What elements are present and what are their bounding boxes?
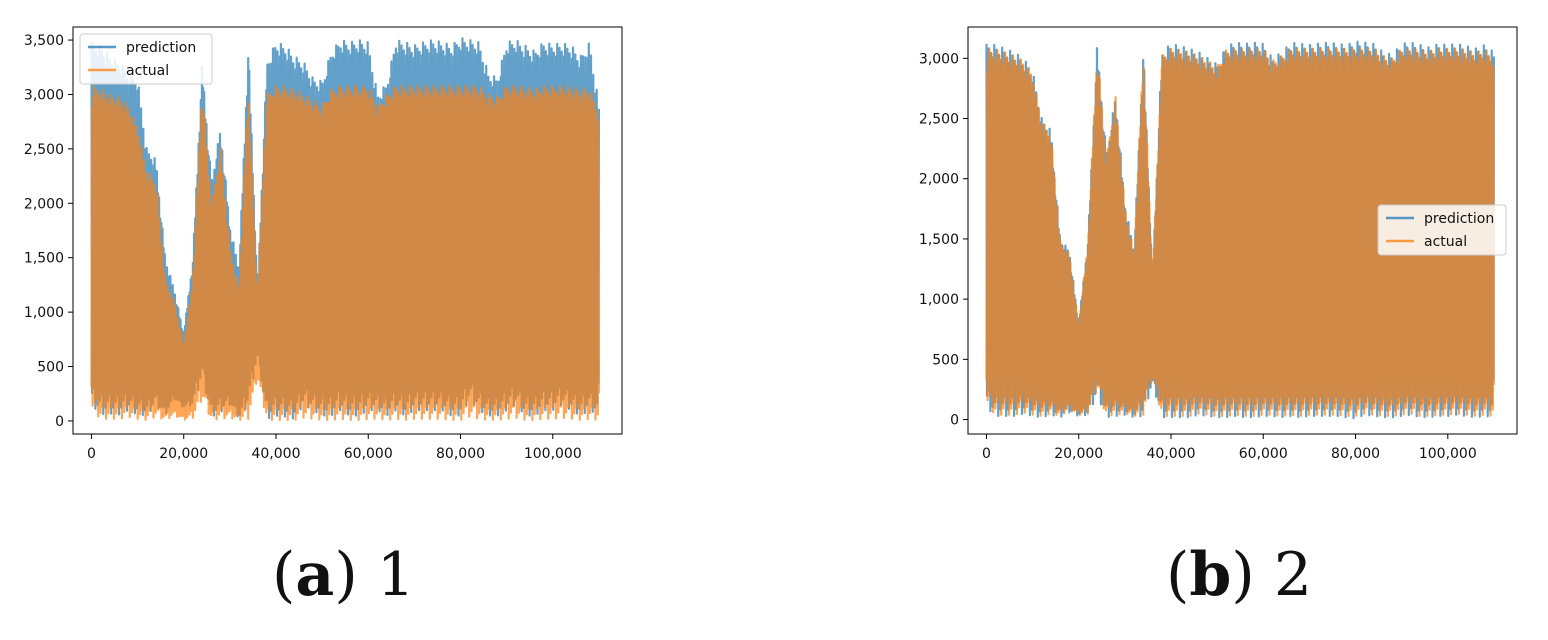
y-tick-label: 2,000: [919, 172, 959, 188]
x-tick-label: 0: [982, 446, 991, 462]
y-tick-label: 3,000: [919, 51, 959, 67]
legend-label-prediction: prediction: [126, 40, 196, 56]
y-tick-label: 0: [55, 414, 64, 430]
x-tick-label: 60,000: [1239, 446, 1288, 462]
legend: prediction actual: [79, 33, 213, 85]
y-tick-label: 1,000: [919, 292, 959, 308]
x-tick-label: 100,000: [524, 446, 582, 462]
plot-frame: [72, 26, 623, 435]
series-line-actual: [90, 84, 601, 421]
plot-frame: [967, 26, 1518, 435]
legend-label-actual: actual: [126, 63, 169, 79]
x-tick-label: 80,000: [1331, 446, 1380, 462]
y-tick-label: 3,500: [24, 33, 64, 49]
legend-label-prediction: prediction: [1424, 211, 1494, 227]
series-line-actual: [985, 47, 1496, 417]
y-tick-label: 500: [37, 360, 64, 376]
x-tick-label: 20,000: [159, 446, 208, 462]
series-line-prediction: [90, 37, 601, 420]
plot-area: [985, 40, 1496, 420]
plot-area: [90, 37, 601, 421]
y-tick-label: 1,500: [919, 232, 959, 248]
y-tick-label: 1,500: [24, 251, 64, 267]
legend-label-actual: actual: [1424, 234, 1467, 250]
caption-a: (a) 1: [272, 540, 415, 610]
chart-panel-2: 0 500 1,000 1,500 2,000 2,500 3,000 0 20,000 40,0…: [919, 26, 1518, 462]
chart-panel-1: 0 500 1,000 1,500 2,000 2,500 3,000 3,500 0 20,00…: [24, 26, 623, 462]
y-tick-label: 2,500: [24, 142, 64, 158]
x-tick-label: 80,000: [436, 446, 485, 462]
x-tick-label: 20,000: [1054, 446, 1103, 462]
y-tick-label: 3,000: [24, 87, 64, 103]
y-tick-label: 2,000: [24, 196, 64, 212]
x-tick-label: 100,000: [1419, 446, 1477, 462]
y-tick-label: 0: [950, 413, 959, 429]
x-tick-label: 40,000: [251, 446, 300, 462]
y-tick-label: 500: [932, 352, 959, 368]
x-tick-label: 0: [87, 446, 96, 462]
x-tick-label: 40,000: [1146, 446, 1195, 462]
y-tick-label: 1,000: [24, 305, 64, 321]
x-tick-label: 60,000: [344, 446, 393, 462]
caption-b: (b) 2: [1166, 540, 1313, 610]
legend: prediction actual: [1377, 204, 1507, 256]
y-tick-label: 2,500: [919, 112, 959, 128]
